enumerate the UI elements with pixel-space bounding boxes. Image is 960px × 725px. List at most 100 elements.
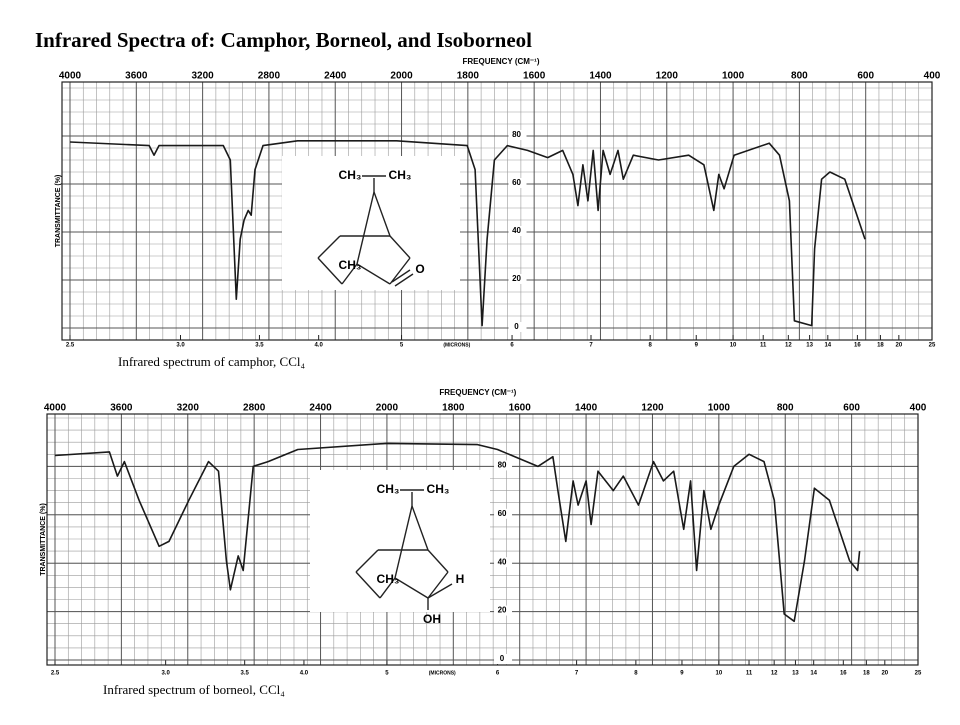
x2-tick-label: 16 [854,343,861,349]
x-tick-label: 800 [777,403,794,414]
x2-tick-label: 14 [824,343,831,349]
x2-tick-label: 10 [730,343,737,349]
atom-label: CH₃ [339,168,362,182]
x2-tick-label: 12 [771,671,778,677]
y-tick-label: 60 [498,509,507,518]
atom-label: H [456,572,465,586]
bond [373,191,391,237]
x-tick-label: 3600 [125,71,148,82]
y-tick-label: 40 [512,226,521,235]
x2-tick-label: 3.5 [255,343,264,349]
x-tick-label: 2400 [309,403,332,414]
bond [355,549,379,573]
y-tick-label: 20 [512,274,521,283]
y-tick-label-bg [494,460,513,471]
x2-tick-label: 25 [915,671,922,677]
x2-tick-label: 6 [496,671,500,677]
x-tick-label: 2400 [324,71,347,82]
bond [427,549,449,573]
x2-tick-label: 18 [877,343,884,349]
x2-tick-label: 5 [400,343,404,349]
x2-tick-label: 20 [896,343,903,349]
structure: CH₃ CH₃ CH₃ H OH [355,482,465,626]
x2-tick-label: 3.0 [176,343,185,349]
bond [389,235,411,259]
spectrum-line [69,140,866,327]
x-tick-label: 1200 [641,403,664,414]
bond [355,571,381,599]
x2-tick-label: 10 [716,671,723,677]
x-tick-label: 1400 [575,403,598,414]
page-title: Infrared Spectra of: Camphor, Borneol, a… [35,28,532,52]
x2-tick-label: 9 [695,343,699,349]
x2-tick-label: 6 [510,343,514,349]
x-tick-label: 1200 [656,71,679,82]
bond [427,583,453,599]
y-tick-label-bg [508,322,527,332]
spectrum-chart: 4000 3600 3200 2800 2400 2000 1800 1600 1400 1200… [40,388,927,697]
x-axis-label: FREQUENCY (CM⁻¹) [439,388,516,397]
x-tick-label: 600 [843,403,860,414]
x2-axis-label: (MICRONS) [443,342,470,348]
y-tick-label-bg [508,226,527,236]
x2-tick-label: 8 [634,671,638,677]
x-tick-label: 3200 [191,71,214,82]
x-tick-label: 4000 [44,403,67,414]
x2-tick-label: 16 [840,671,847,677]
bond [391,269,411,283]
structure-box [282,156,460,290]
x2-tick-label: 2.5 [51,671,60,677]
x-tick-label: 600 [857,71,874,82]
x2-tick-label: 3.0 [161,671,170,677]
y-tick-label-bg [508,130,527,140]
y-tick-label-bg [508,274,527,284]
bond [411,505,429,551]
y-tick-label-bg [494,605,513,616]
x2-tick-label: 25 [929,343,936,349]
y-tick-label-bg [494,654,513,664]
x-tick-label: 1800 [457,71,480,82]
x2-tick-label: 11 [746,671,753,677]
x2-tick-label: 7 [589,343,593,349]
atom-label: CH₃ [339,258,362,272]
x2-tick-label: 4.0 [314,343,323,349]
y-tick-label: 0 [514,322,519,331]
x-tick-label: 3600 [110,403,133,414]
y-tick-label-bg [494,508,513,519]
spectrum-chart: 4000 3600 3200 2800 2400 2000 1800 1600 1400 1200… [55,57,941,369]
x2-tick-label: 13 [806,343,813,349]
bond [379,577,396,599]
x2-tick-label: 18 [863,671,870,677]
x2-tick-label: 11 [760,343,767,349]
bond [356,191,375,265]
x2-tick-label: 7 [575,671,579,677]
x-tick-label: 2800 [258,71,281,82]
x-tick-label: 1000 [722,71,745,82]
atom-label: CH₃ [389,168,412,182]
bond [394,577,429,599]
bond [389,257,411,285]
y-tick-label: 20 [498,606,507,615]
y-tick-label: 60 [512,178,521,187]
atom-label: CH₃ [377,572,400,586]
atom-label: CH₃ [427,482,450,496]
x-tick-label: 400 [910,403,927,414]
y-tick-label-bg [508,178,527,188]
x2-tick-label: 20 [881,671,888,677]
chart-caption: Infrared spectrum of camphor, CCl₄ [118,354,306,369]
x-tick-label: 1600 [523,71,546,82]
x-tick-label: 1000 [708,403,731,414]
y-axis-label: TRANSMITTANCE (%) [40,503,47,576]
atom-label: O [415,262,424,276]
x-tick-label: 1600 [509,403,532,414]
x-tick-label: 4000 [59,71,82,82]
x2-tick-label: 12 [785,343,792,349]
atom-label: OH [423,612,441,626]
chart-caption: Infrared spectrum of borneol, CCl₄ [103,682,285,697]
y-tick-label: 80 [512,130,521,139]
y-tick-label: 0 [500,654,505,663]
x-axis-label: FREQUENCY (CM⁻¹) [463,57,540,66]
structure-box [310,470,490,612]
x-tick-label: 2000 [376,403,399,414]
